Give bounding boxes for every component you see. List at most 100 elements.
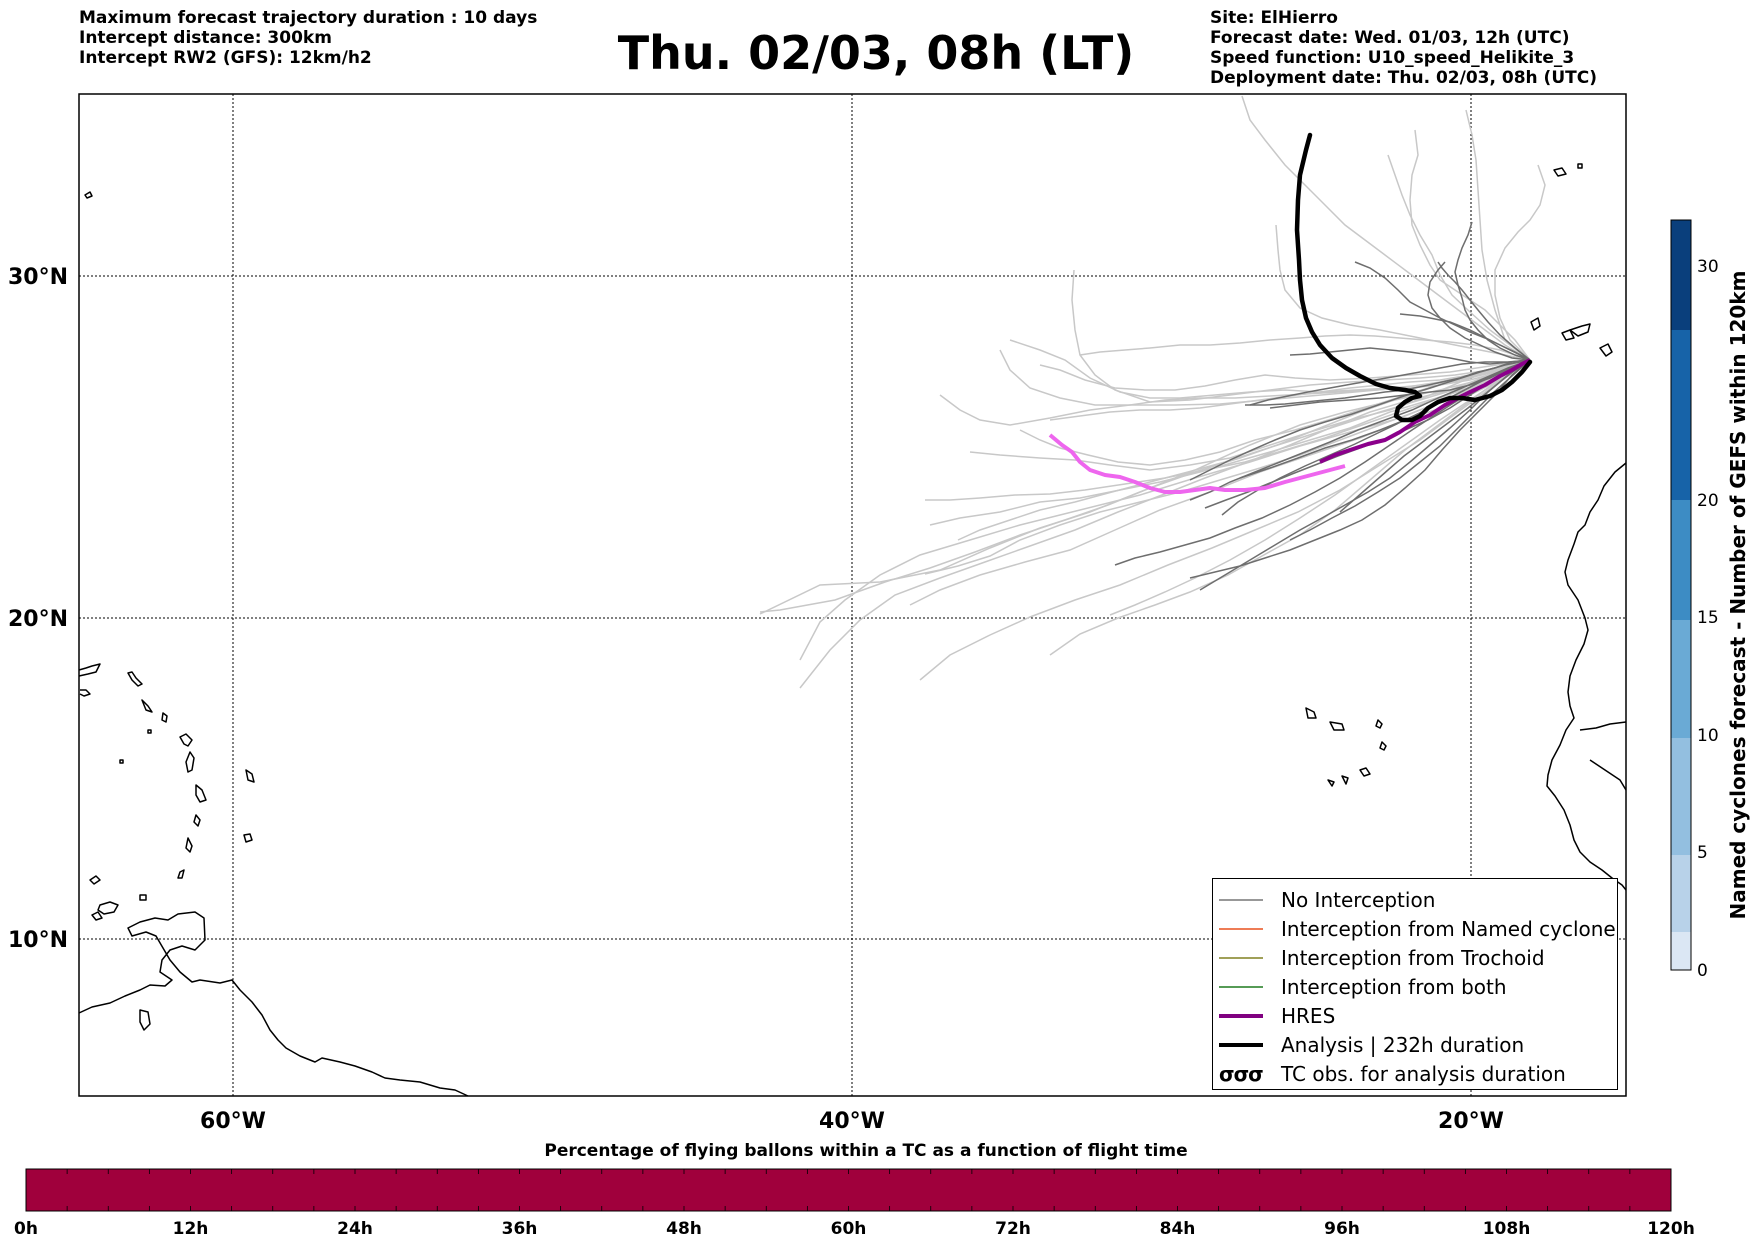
lon-label-40w: 40°W <box>819 1109 885 1134</box>
legend-label-both: Interception from both <box>1281 975 1507 999</box>
trajectory <box>1071 269 1531 403</box>
lon-label-60w: 60°W <box>200 1109 266 1134</box>
coastline-trinidad <box>97 901 119 915</box>
colorbar-bottom-tick-label: 96h <box>1324 1219 1360 1239</box>
coastline-africa-notch-2 <box>1589 759 1627 791</box>
page-title: Thu. 02/03, 08h (LT) <box>617 26 1135 80</box>
header-left-line-3: Intercept RW2 (GFS): 12km/h2 <box>79 48 372 68</box>
coastline-africa-notch-1 <box>1579 721 1627 731</box>
trajectory <box>1189 359 1531 481</box>
coastline-virgin-islands <box>127 671 143 687</box>
coastline-cape-verde-6 <box>1327 779 1335 787</box>
coastline-puerto-rico <box>79 689 91 697</box>
legend-item-analysis: Analysis | 232h duration <box>1213 1031 1524 1059</box>
colorbar-right-label: Named cyclones forecast - Number of GEFS… <box>1726 271 1750 920</box>
header-right-forecast-date: Forecast date: Wed. 01/03, 12h (UTC) <box>1210 28 1570 48</box>
coastline-guadeloupe <box>179 733 193 747</box>
cyclone-symbol-icon: σσσ <box>1219 1062 1264 1086</box>
trajectory <box>799 359 1531 661</box>
header-right-speed-function: Speed function: U10_speed_Helikite_3 <box>1210 48 1575 68</box>
colorbar-bottom-bar <box>25 1168 1672 1212</box>
coastline-africa-west <box>1546 462 1627 891</box>
lon-label-20w: 20°W <box>1438 1109 1504 1134</box>
colorbar-bottom-tick-label: 48h <box>666 1219 702 1239</box>
legend-item-named-cyclone: Interception from Named cyclone <box>1213 915 1616 943</box>
colorbar-bottom-tick-label: 60h <box>831 1219 867 1239</box>
trajectory <box>1427 261 1531 361</box>
coastline-cape-verde-1 <box>1305 707 1317 719</box>
header-left-line-1: Maximum forecast trajectory duration : 1… <box>79 8 538 28</box>
legend-swatch-analysis <box>1219 1043 1263 1047</box>
legend-item-both: Interception from both <box>1213 973 1507 1001</box>
trajectory <box>1189 359 1531 579</box>
legend-label-hres: HRES <box>1281 1004 1336 1028</box>
header-right-site: Site: ElHierro <box>1210 8 1338 28</box>
trajectory <box>1387 154 1531 361</box>
legend-swatch-both <box>1219 986 1263 988</box>
coastline-madeira <box>1553 167 1567 177</box>
colorbar-bottom-tick-label: 120h <box>1647 1219 1695 1239</box>
coastline-islet-3 <box>161 712 168 723</box>
colorbar-bottom-tick-label: 36h <box>502 1219 538 1239</box>
coastline-canary-3 <box>1569 323 1591 337</box>
coastline-cape-verde-5 <box>1359 767 1371 777</box>
colorbar-bottom: Percentage of flying ballons within a TC… <box>14 1141 1695 1239</box>
coastline-islet-10 <box>1577 163 1583 169</box>
trajectory <box>1249 359 1531 406</box>
colorbar-right-segment <box>1671 500 1691 620</box>
trajectory <box>1454 221 1531 361</box>
trajectory <box>1494 164 1546 361</box>
header-left: Maximum forecast trajectory duration : 1… <box>79 8 537 68</box>
legend-label-no-interception: No Interception <box>1281 888 1436 912</box>
coastline-grenada <box>177 869 185 879</box>
trajectory <box>1241 95 1531 361</box>
legend-swatch-named-cyclone <box>1219 928 1263 930</box>
coastline-islet-2 <box>141 699 153 713</box>
trajectory <box>925 359 1531 501</box>
legend-item-hres: HRES <box>1213 1002 1335 1030</box>
legend-swatch-trochoid <box>1219 957 1263 959</box>
coastline-islet-1 <box>84 191 93 199</box>
colorbar-right-tick-30: 30 <box>1697 257 1719 277</box>
coastline-islet-5 <box>119 759 124 764</box>
trajectory <box>1289 347 1531 365</box>
legend-item-trochoid: Interception from Trochoid <box>1213 944 1545 972</box>
analysis-trajectory <box>1294 132 1533 423</box>
coastline-cape-verde-2 <box>1329 721 1345 731</box>
legend-item-no-interception: No Interception <box>1213 886 1435 914</box>
colorbar-right-segment <box>1671 738 1691 855</box>
colorbar-right-segment <box>1671 932 1691 970</box>
trajectory <box>1049 359 1531 656</box>
colorbar-bottom-tick-label: 84h <box>1160 1219 1196 1239</box>
coastline-hispaniola <box>78 663 101 677</box>
trajectory <box>1399 313 1531 361</box>
colorbar-bottom-title: Percentage of flying ballons within a TC… <box>544 1141 1187 1161</box>
colorbar-right-segment <box>1671 330 1691 500</box>
lat-label-10n: 10°N <box>8 928 68 953</box>
coastline-st-lucia <box>193 814 201 827</box>
colorbar-right-tick-15: 15 <box>1697 608 1719 628</box>
legend-item-tc-obs: σσσ TC obs. for analysis duration <box>1213 1060 1566 1088</box>
trajectory <box>1339 359 1531 513</box>
colorbar-bottom-tick-label: 72h <box>995 1219 1031 1239</box>
header-right: Site: ElHierro Forecast date: Wed. 01/03… <box>1210 8 1597 88</box>
trajectory <box>1409 129 1531 361</box>
colorbar-bottom-tick-label: 24h <box>337 1219 373 1239</box>
coastline-islet-6 <box>89 875 101 885</box>
coastlines <box>78 163 1627 1097</box>
colorbar-right-segment <box>1671 855 1691 932</box>
trajectory <box>1437 261 1531 361</box>
legend-label-trochoid: Interception from Trochoid <box>1281 946 1545 970</box>
coastline-tobago <box>91 911 103 921</box>
header-right-deployment-date: Deployment date: Thu. 02/03, 08h (UTC) <box>1210 68 1597 88</box>
coastline-south-america <box>78 911 469 1097</box>
coastline-martinique <box>195 784 207 803</box>
hres-trajectory-late <box>1319 358 1531 464</box>
coastline-cape-verde-3 <box>1375 719 1383 729</box>
legend-label-tc-obs: TC obs. for analysis duration <box>1281 1062 1566 1086</box>
trajectory <box>1039 359 1531 391</box>
colorbar-right-segment <box>1671 620 1691 738</box>
coastline-dominica <box>185 751 195 773</box>
colorbar-bottom-tick-label: 108h <box>1483 1219 1531 1239</box>
trajectory <box>1275 224 1531 361</box>
